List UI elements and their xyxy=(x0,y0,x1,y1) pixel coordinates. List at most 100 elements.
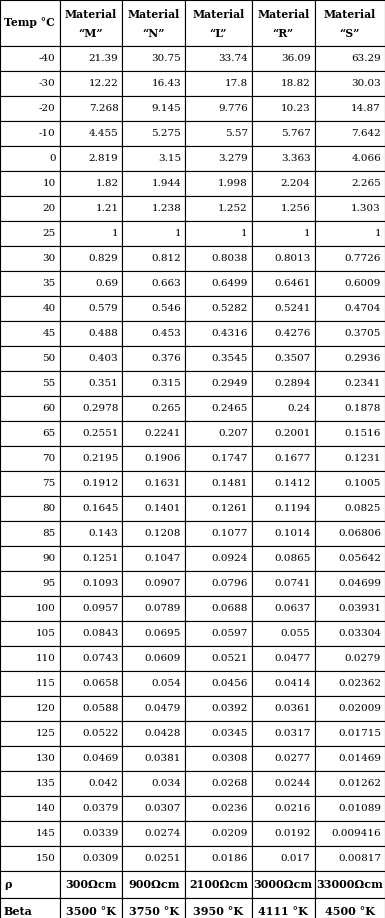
Text: 0.1231: 0.1231 xyxy=(345,454,381,463)
Text: 33000Ωcm: 33000Ωcm xyxy=(316,879,383,890)
Bar xyxy=(185,221,252,246)
Bar xyxy=(0,596,60,621)
Text: 0.1747: 0.1747 xyxy=(211,454,248,463)
Bar xyxy=(122,46,185,71)
Text: 0.2241: 0.2241 xyxy=(145,429,181,438)
Text: 0.1005: 0.1005 xyxy=(345,479,381,488)
Text: 4.066: 4.066 xyxy=(351,154,381,163)
Bar xyxy=(122,521,185,546)
Text: 0.579: 0.579 xyxy=(89,304,119,313)
Text: 3950 °K: 3950 °K xyxy=(194,906,243,917)
Bar xyxy=(122,221,185,246)
Text: 0.3545: 0.3545 xyxy=(211,354,248,363)
Text: -20: -20 xyxy=(39,104,56,113)
Text: 0.24: 0.24 xyxy=(288,404,311,413)
Bar xyxy=(60,721,122,746)
Bar xyxy=(185,596,252,621)
Bar xyxy=(0,621,60,646)
Text: 35: 35 xyxy=(42,279,56,288)
Bar xyxy=(60,596,122,621)
Text: 70: 70 xyxy=(42,454,56,463)
Text: 0.0825: 0.0825 xyxy=(345,504,381,513)
Text: 25: 25 xyxy=(42,229,56,238)
Text: 30.75: 30.75 xyxy=(151,54,181,63)
Bar xyxy=(122,171,185,196)
Text: 0.143: 0.143 xyxy=(89,529,119,538)
Bar xyxy=(60,621,122,646)
Text: 0.2949: 0.2949 xyxy=(211,379,248,388)
Text: 1.82: 1.82 xyxy=(95,179,119,188)
Text: 0.0186: 0.0186 xyxy=(211,854,248,863)
Bar xyxy=(252,146,315,171)
Bar xyxy=(0,321,60,346)
Bar xyxy=(252,671,315,696)
Bar xyxy=(315,821,385,846)
Text: 10: 10 xyxy=(42,179,56,188)
Text: 0.0216: 0.0216 xyxy=(274,804,311,813)
Bar xyxy=(315,296,385,321)
Text: 36.09: 36.09 xyxy=(281,54,311,63)
Text: 0.376: 0.376 xyxy=(151,354,181,363)
Bar xyxy=(122,646,185,671)
Text: 0.5241: 0.5241 xyxy=(274,304,311,313)
Text: 0.01715: 0.01715 xyxy=(338,729,381,738)
Bar xyxy=(252,171,315,196)
Text: 0: 0 xyxy=(49,154,56,163)
Bar xyxy=(252,196,315,221)
Text: 95: 95 xyxy=(42,579,56,588)
Bar xyxy=(122,771,185,796)
Bar xyxy=(60,821,122,846)
Text: 55: 55 xyxy=(42,379,56,388)
Text: 65: 65 xyxy=(42,429,56,438)
Bar xyxy=(315,121,385,146)
Text: 125: 125 xyxy=(36,729,56,738)
Text: 0.3507: 0.3507 xyxy=(274,354,311,363)
Bar xyxy=(252,571,315,596)
Bar xyxy=(315,596,385,621)
Bar xyxy=(185,796,252,821)
Text: 45: 45 xyxy=(42,329,56,338)
Text: 0.0456: 0.0456 xyxy=(211,679,248,688)
Bar xyxy=(315,321,385,346)
Text: 0.1261: 0.1261 xyxy=(211,504,248,513)
Text: 3.15: 3.15 xyxy=(158,154,181,163)
Bar xyxy=(185,321,252,346)
Text: 0.0381: 0.0381 xyxy=(145,754,181,763)
Text: 0.8038: 0.8038 xyxy=(211,254,248,263)
Text: 1: 1 xyxy=(174,229,181,238)
Bar xyxy=(315,196,385,221)
Text: 300Ωcm: 300Ωcm xyxy=(65,879,117,890)
Text: 0.0743: 0.0743 xyxy=(82,654,119,663)
Text: 0.1912: 0.1912 xyxy=(82,479,119,488)
Text: “R”: “R” xyxy=(273,28,294,39)
Bar xyxy=(60,96,122,121)
Text: 0.403: 0.403 xyxy=(89,354,119,363)
Bar xyxy=(185,246,252,271)
Bar xyxy=(60,746,122,771)
Bar xyxy=(315,898,385,918)
Bar xyxy=(60,146,122,171)
Bar xyxy=(185,46,252,71)
Bar xyxy=(60,646,122,671)
Bar xyxy=(252,796,315,821)
Bar xyxy=(122,296,185,321)
Text: 10.23: 10.23 xyxy=(281,104,311,113)
Bar xyxy=(252,646,315,671)
Bar xyxy=(185,871,252,898)
Text: 1: 1 xyxy=(304,229,311,238)
Bar xyxy=(315,621,385,646)
Text: 4500 °K: 4500 °K xyxy=(325,906,375,917)
Bar xyxy=(60,521,122,546)
Text: 0.0521: 0.0521 xyxy=(211,654,248,663)
Bar xyxy=(60,196,122,221)
Bar xyxy=(185,121,252,146)
Text: 0.4276: 0.4276 xyxy=(274,329,311,338)
Bar xyxy=(315,171,385,196)
Bar xyxy=(0,646,60,671)
Text: 17.8: 17.8 xyxy=(225,79,248,88)
Text: 0.01469: 0.01469 xyxy=(338,754,381,763)
Bar xyxy=(252,221,315,246)
Text: 0.2978: 0.2978 xyxy=(82,404,119,413)
Text: 0.02009: 0.02009 xyxy=(338,704,381,713)
Text: 0.2001: 0.2001 xyxy=(274,429,311,438)
